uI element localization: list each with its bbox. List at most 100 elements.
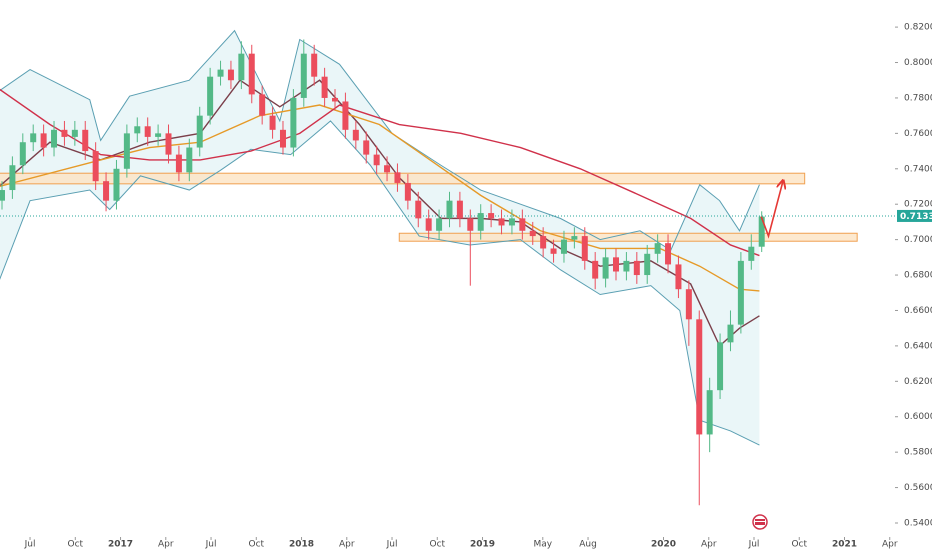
y-tick-label: 0.68000 (904, 271, 932, 281)
y-tick-label: 0.80000 (904, 58, 932, 68)
candle-body (342, 101, 349, 130)
y-tick-label: 0.82000 (904, 23, 932, 33)
candle-body (186, 147, 193, 173)
candle-body (685, 289, 692, 320)
candle-body (560, 239, 567, 254)
x-tick-label: Apr (158, 540, 174, 550)
candle-body (394, 172, 401, 183)
candle-body (61, 129, 68, 137)
candle-body (134, 126, 141, 134)
x-tick-label: Jul (748, 540, 760, 550)
candle-body (592, 260, 599, 279)
candle-body (82, 129, 89, 152)
candle-body (123, 133, 130, 169)
y-tick-label: 0.70000 (904, 235, 932, 245)
candle-body (529, 230, 536, 237)
band-fill (0, 30, 760, 446)
candle-body (144, 126, 151, 137)
candle-body (665, 243, 672, 265)
y-tick-label: 0.58000 (904, 448, 932, 458)
candle-body (321, 76, 328, 98)
candle-body (696, 319, 703, 435)
y-tick-label: 0.56000 (904, 483, 932, 493)
candle-body (737, 260, 744, 325)
x-tick-label: Jul (24, 540, 36, 550)
candle-body (196, 115, 203, 148)
candle-body (602, 257, 609, 279)
x-tick-label: 2019 (470, 540, 495, 550)
x-tick-label: Oct (68, 540, 84, 550)
candle-body (290, 97, 297, 148)
candle-body (384, 165, 391, 173)
candle-body (488, 213, 495, 219)
candle-body (19, 142, 26, 166)
candle-body (71, 129, 78, 137)
candle-body (644, 253, 651, 276)
candle-body (571, 236, 578, 240)
candle-body (373, 154, 380, 166)
candle-body (207, 76, 214, 116)
candle-body (40, 133, 47, 148)
candle-body (508, 218, 515, 226)
candle-body (758, 216, 765, 247)
candle-body (415, 200, 422, 219)
candle-body (279, 129, 286, 148)
candle-body (165, 133, 172, 155)
candle-body (51, 129, 58, 148)
x-tick-label: May (533, 540, 552, 550)
candle-body (217, 69, 224, 77)
candle-body (477, 213, 484, 231)
candle-body (103, 181, 110, 201)
candle-body (300, 53, 307, 98)
candle-body (404, 182, 411, 201)
candle-body (623, 260, 630, 272)
indicator-line (0, 120, 760, 446)
candle-body (717, 342, 724, 391)
candle-body (706, 390, 713, 435)
x-tick-label: 2021 (832, 540, 857, 550)
y-tick-label: 0.72000 (904, 200, 932, 210)
candle-body (540, 236, 547, 249)
x-tick-label: Apr (882, 540, 898, 550)
candle-body (498, 218, 505, 226)
candle-body (675, 264, 682, 290)
candle-body (30, 133, 37, 143)
x-tick-label: Oct (791, 540, 807, 550)
candle-body (748, 246, 755, 261)
candle-body (446, 200, 453, 219)
candle-body (654, 243, 661, 254)
x-tick-label: Oct (429, 540, 445, 550)
candle-body (9, 165, 16, 191)
candle-body (227, 69, 234, 81)
flag-icon (752, 514, 768, 530)
zone (398, 232, 858, 242)
y-tick-label: 0.76000 (904, 129, 932, 139)
candle-body (259, 94, 266, 116)
y-tick-label: 0.54000 (904, 518, 932, 528)
y-tick-label: 0.64000 (904, 341, 932, 351)
x-tick-label: Apr (701, 540, 717, 550)
candle-body (436, 218, 443, 231)
x-tick-label: Aug (579, 540, 597, 550)
candle-body (332, 97, 339, 102)
candle-body (550, 248, 557, 254)
y-tick-label: 0.78000 (904, 93, 932, 103)
y-tick-label: 0.74000 (904, 164, 932, 174)
x-tick-label: Apr (339, 540, 355, 550)
x-tick-label: Oct (249, 540, 265, 550)
x-tick-label: 2018 (289, 540, 314, 550)
candle-body (248, 53, 255, 95)
candle-body (113, 168, 120, 201)
y-tick-label: 0.66000 (904, 306, 932, 316)
y-tick-label: 0.62000 (904, 377, 932, 387)
candle-body (727, 324, 734, 343)
x-tick-label: 2017 (108, 540, 133, 550)
x-tick-label: Jul (205, 540, 217, 550)
candle-body (0, 190, 5, 201)
candle-body (613, 257, 620, 272)
candle-body (175, 154, 182, 173)
candle-body (581, 236, 588, 261)
y-tick-label: 0.60000 (904, 412, 932, 422)
